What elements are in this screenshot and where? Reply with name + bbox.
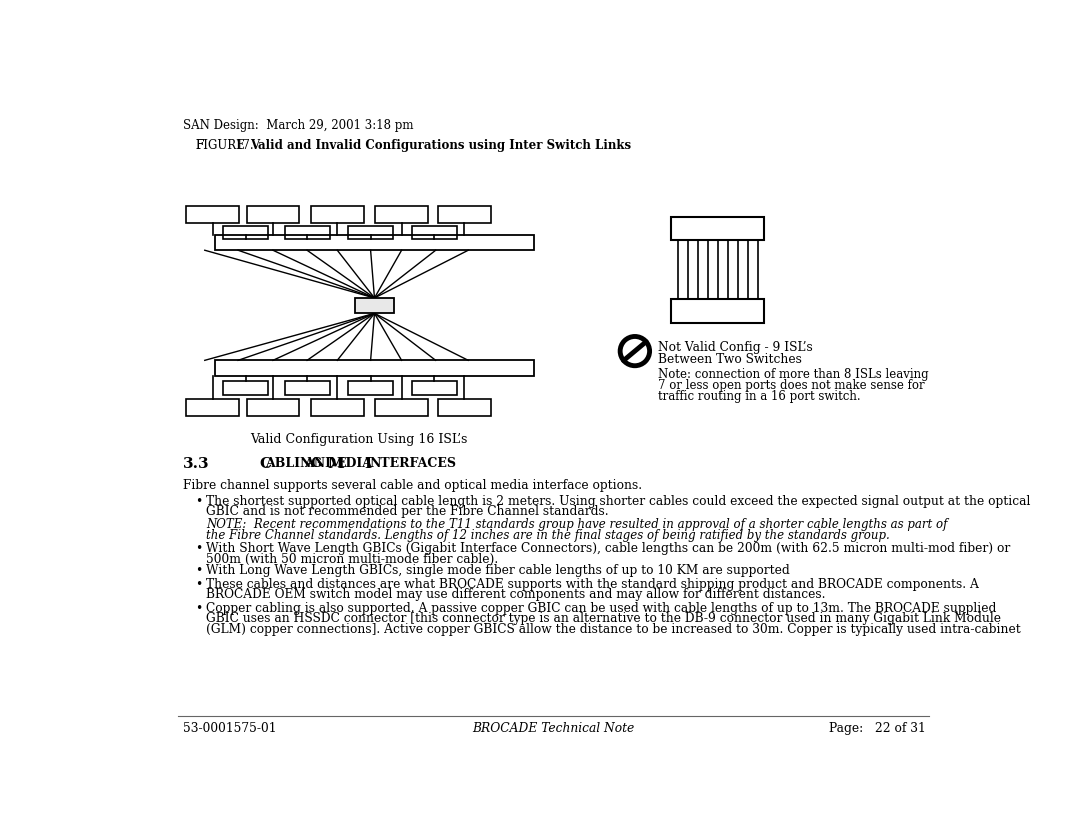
Text: the Fibre Channel standards. Lengths of 12 inches are in the final stages of bei: the Fibre Channel standards. Lengths of … (206, 529, 890, 541)
Bar (438, 399, 490, 416)
Text: •: • (195, 578, 203, 590)
Text: Note: connection of more than 8 ISLs leaving: Note: connection of more than 8 ISLs lea… (658, 368, 929, 381)
Text: EDIA: EDIA (337, 456, 373, 470)
Text: AND: AND (303, 456, 336, 470)
Bar (672, 217, 765, 240)
Text: FIGURE: FIGURE (195, 138, 245, 152)
Text: SAN Design:  March 29, 2001 3:18 pm: SAN Design: March 29, 2001 3:18 pm (183, 119, 414, 133)
Bar (224, 225, 268, 239)
Bar (186, 399, 239, 416)
Text: Valid Configuration Using 16 ISL’s: Valid Configuration Using 16 ISL’s (249, 433, 467, 445)
Text: BROCADE Technical Note: BROCADE Technical Note (472, 722, 635, 736)
Text: 53-0001575-01: 53-0001575-01 (183, 722, 276, 736)
Bar (411, 225, 457, 239)
Text: 500m (with 50 micron multi-mode fiber cable).: 500m (with 50 micron multi-mode fiber ca… (206, 552, 499, 565)
Bar (224, 381, 268, 395)
Text: BROCADE OEM switch model may use different components and may allow for differen: BROCADE OEM switch model may use differe… (206, 588, 826, 601)
Text: GBIC and is not recommended per the Fibre Channel standards.: GBIC and is not recommended per the Fibr… (206, 505, 609, 519)
Bar (311, 205, 364, 223)
Text: •: • (195, 602, 203, 615)
Text: NOTE:  Recent recommendations to the T11 standards group have resulted in approv: NOTE: Recent recommendations to the T11 … (206, 518, 948, 531)
Text: The shortest supported optical cable length is 2 meters. Using shorter cables co: The shortest supported optical cable len… (206, 495, 1030, 508)
Text: Valid and Invalid Configurations using Inter Switch Links: Valid and Invalid Configurations using I… (249, 138, 631, 152)
Text: (GLM) copper connections]. Active copper GBICS allow the distance to be increase: (GLM) copper connections]. Active copper… (206, 622, 1021, 636)
Bar (411, 381, 457, 395)
Text: I: I (364, 456, 372, 470)
Bar (355, 298, 394, 314)
Bar (215, 360, 535, 376)
Bar (348, 225, 393, 239)
Text: With Long Wave Length GBICs, single mode fiber cable lengths of up to 10 KM are : With Long Wave Length GBICs, single mode… (206, 565, 791, 577)
Text: ABLING: ABLING (266, 456, 322, 470)
Bar (348, 381, 393, 395)
Text: 3.3: 3.3 (183, 456, 210, 470)
Bar (375, 205, 428, 223)
Bar (284, 381, 329, 395)
Text: •: • (195, 565, 203, 577)
Bar (246, 205, 299, 223)
Text: With Short Wave Length GBICs (Gigabit Interface Connectors), cable lengths can b: With Short Wave Length GBICs (Gigabit In… (206, 542, 1011, 555)
Text: Not Valid Config - 9 ISL’s: Not Valid Config - 9 ISL’s (658, 341, 813, 354)
Text: 17.: 17. (235, 138, 255, 152)
Text: M: M (327, 456, 345, 470)
Text: Copper cabling is also supported. A passive copper GBIC can be used with cable l: Copper cabling is also supported. A pass… (206, 602, 997, 615)
Text: These cables and distances are what BROCADE supports with the standard shipping : These cables and distances are what BROC… (206, 578, 980, 590)
Text: Page:   22 of 31: Page: 22 of 31 (828, 722, 926, 736)
Bar (246, 399, 299, 416)
Bar (311, 399, 364, 416)
Text: Between Two Switches: Between Two Switches (658, 353, 802, 365)
Text: •: • (195, 542, 203, 555)
Bar (186, 205, 239, 223)
Text: traffic routing in a 16 port switch.: traffic routing in a 16 port switch. (658, 389, 861, 403)
Bar (375, 399, 428, 416)
Text: GBIC uses an HSSDC connector [this connector type is an alternative to the DB-9 : GBIC uses an HSSDC connector [this conne… (206, 612, 1001, 626)
Bar (284, 225, 329, 239)
Bar (672, 299, 765, 324)
Text: C: C (259, 456, 271, 470)
Bar (438, 205, 490, 223)
Bar (215, 235, 535, 250)
Text: NTERFACES: NTERFACES (369, 456, 457, 470)
Text: •: • (195, 495, 203, 508)
Text: 7 or less open ports does not make sense for: 7 or less open ports does not make sense… (658, 379, 924, 392)
Text: Fibre channel supports several cable and optical media interface options.: Fibre channel supports several cable and… (183, 479, 643, 492)
Text: F: F (195, 138, 204, 152)
